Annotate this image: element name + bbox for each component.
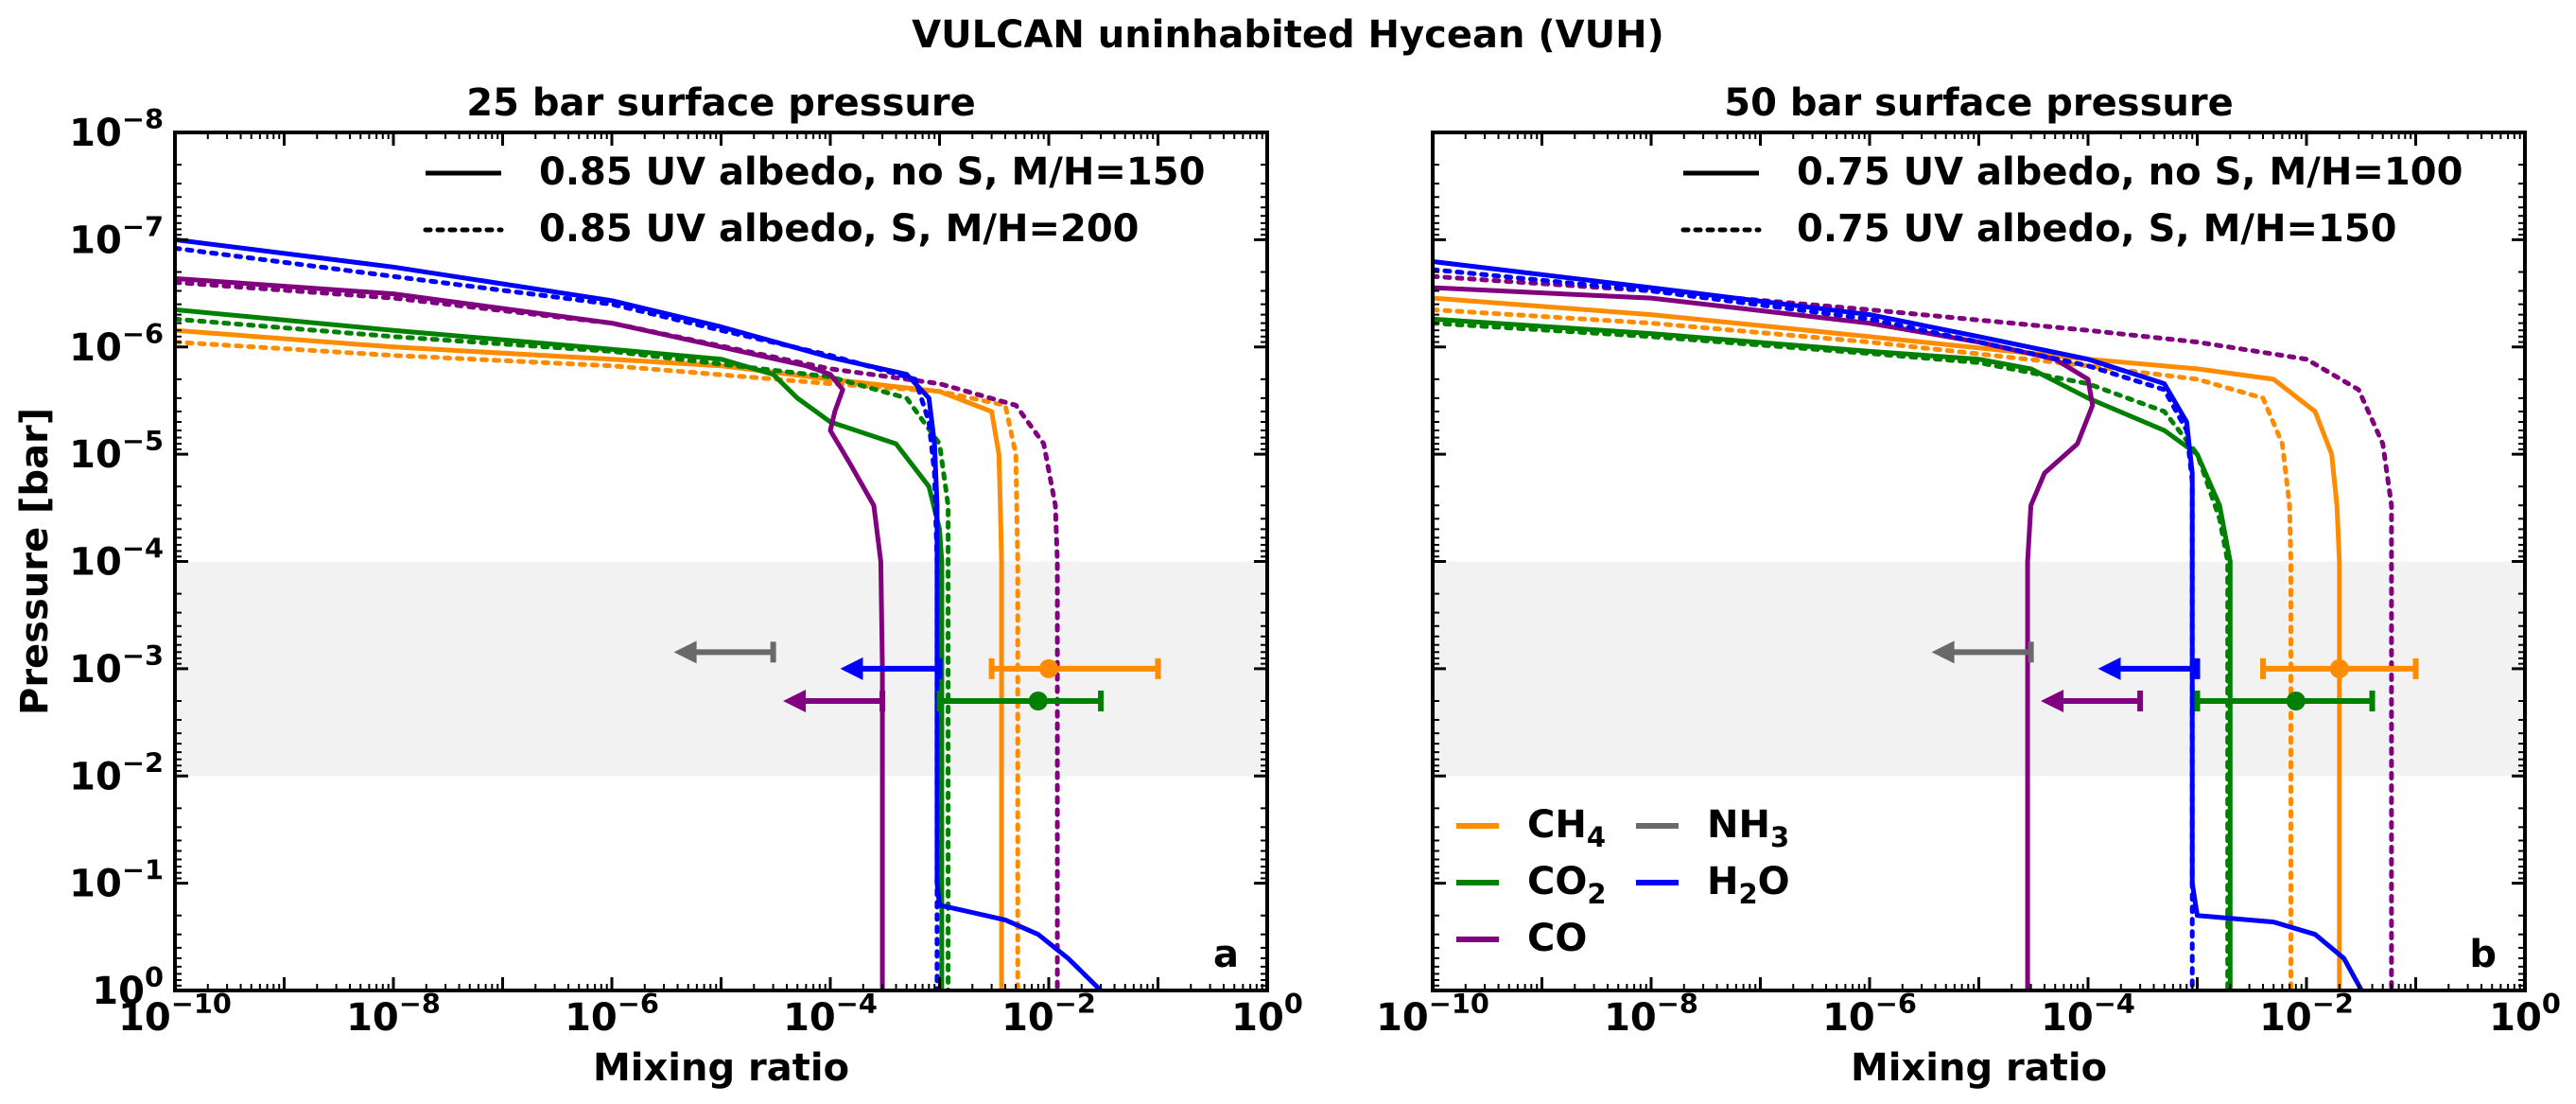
panel-title: 50 bar surface pressure — [1724, 81, 2233, 125]
x-tick-label: 10−6 — [1822, 988, 1917, 1040]
x-axis-label: Mixing ratio — [1851, 1046, 2107, 1090]
series-line-co-dotted — [175, 280, 1060, 990]
obs-point-ch4 — [2329, 658, 2349, 678]
figure-suptitle: VULCAN uninhabited Hycean (VUH) — [912, 13, 1664, 57]
x-tick-label: 10−8 — [1604, 988, 1698, 1040]
obs-arrow-co — [2041, 690, 2064, 713]
species-legend-label-nh3: NH3 — [1707, 803, 1789, 853]
legend-label-solid: 0.85 UV albedo, no S, M/H=150 — [539, 150, 1205, 194]
x-tick-label: 100 — [2489, 988, 2561, 1040]
panel-letter: a — [1213, 933, 1239, 976]
series-line-co2-solid — [1433, 316, 2233, 990]
x-tick-label: 10−8 — [346, 988, 441, 1040]
x-tick-label: 10−4 — [783, 988, 878, 1040]
tick-group — [173, 131, 1269, 992]
y-tick-label: 10−2 — [69, 746, 164, 798]
tick-group — [1431, 131, 2527, 992]
obs-point-co2 — [2286, 692, 2306, 711]
obs-arrow-nh3 — [673, 640, 697, 664]
series-line-h2o-dotted — [175, 245, 940, 990]
obs-arrow-co — [783, 690, 807, 713]
series-line-ch4-dotted — [1433, 307, 2293, 990]
x-tick-label: 10−2 — [2259, 988, 2354, 1040]
species-legend-label-co2: CO2 — [1527, 860, 1607, 910]
species-legend-label-co: CO — [1527, 917, 1587, 960]
series-line-ch4-dotted — [175, 340, 1020, 990]
series-line-co-dotted — [1433, 273, 2394, 990]
y-tick-label: 10−4 — [69, 533, 164, 585]
panel-b: 10−10 10−8 10−6 10−4 10−2 100 Mixing ratio 50 b… — [1376, 81, 2561, 1090]
y-tick-label: 10−6 — [69, 318, 164, 370]
obs-point-co2 — [1028, 692, 1048, 711]
y-axis-label: Pressure [bar] — [13, 408, 57, 715]
series-line-h2o-solid — [1433, 259, 2364, 990]
legend-label-dotted: 0.85 UV albedo, S, M/H=200 — [539, 207, 1140, 251]
panel-title: 25 bar surface pressure — [466, 81, 975, 125]
y-tick-label: 10−1 — [69, 854, 164, 906]
x-axis-label: Mixing ratio — [593, 1046, 849, 1090]
x-tick-label: 10−10 — [1376, 988, 1489, 1040]
x-tick-label: 100 — [1231, 988, 1303, 1040]
x-tick-label: 10−2 — [1001, 988, 1096, 1040]
obs-point-ch4 — [1039, 658, 1058, 678]
x-tick-label: 10−4 — [2041, 988, 2135, 1040]
obs-arrow-nh3 — [1931, 640, 1955, 664]
series-line-ch4-solid — [1433, 295, 2342, 990]
species-legend-label-ch4: CH4 — [1527, 803, 1606, 853]
series-line-co-solid — [1433, 285, 2096, 990]
series-group — [1433, 259, 2394, 990]
series-line-co2-dotted — [1433, 321, 2231, 990]
y-tick-label: 10−8 — [69, 103, 164, 155]
series-line-h2o-dotted — [1433, 267, 2195, 990]
y-tick-label: 10−7 — [69, 210, 164, 262]
species-legend-label-h2o: H2O — [1707, 860, 1790, 910]
legend-label-solid: 0.75 UV albedo, no S, M/H=100 — [1797, 150, 2463, 194]
y-tick-label: 10−5 — [69, 425, 164, 477]
series-line-co2-dotted — [175, 316, 951, 990]
panel-a: 10−10 10−8 10−6 10−4 10−2 100 10−8 10−7 10−6 10−5… — [13, 81, 1303, 1090]
obs-arrow-h2o — [2097, 657, 2121, 680]
series-group — [175, 237, 1103, 990]
x-tick-label: 10−6 — [565, 988, 659, 1040]
y-tick-label: 10−3 — [69, 640, 164, 692]
x-tick-label: 10−10 — [118, 988, 232, 1040]
legend-label-dotted: 0.75 UV albedo, S, M/H=150 — [1797, 207, 2397, 251]
panel-letter: b — [2469, 933, 2497, 976]
y-tick-label: 100 — [92, 961, 164, 1013]
series-line-co2-solid — [175, 307, 945, 990]
obs-arrow-h2o — [840, 657, 863, 680]
